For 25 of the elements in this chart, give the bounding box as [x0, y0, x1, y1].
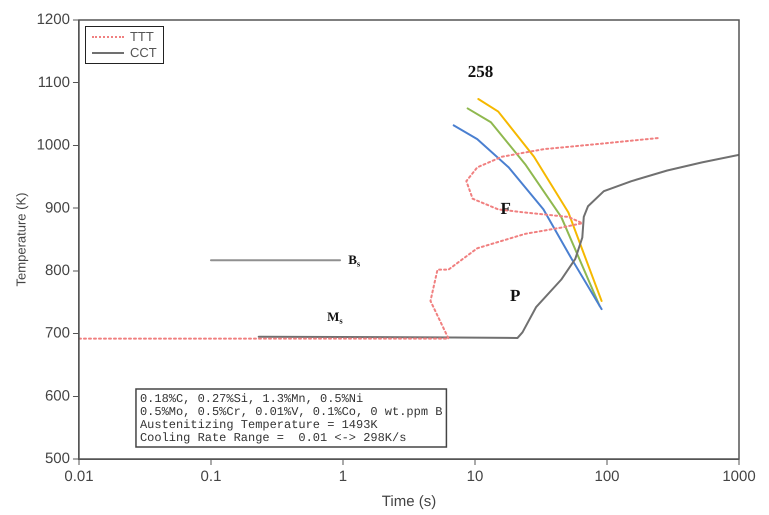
annotation: Austenitizing Temperature = 1493K — [140, 418, 378, 432]
annotation: Cooling Rate Range = 0.01 <-> 298K/s — [140, 431, 406, 446]
x-tick-label: 10 — [466, 468, 484, 486]
annotation: 0.5%Mo, 0.5%Cr, 0.01%V, 0.1%Co, 0 wt.ppm B — [140, 405, 442, 420]
annotation: 258 — [468, 62, 494, 82]
y-tick-label: 1200 — [36, 11, 70, 28]
annotation: F — [500, 198, 511, 218]
annotation: 0.18%C, 0.27%Si, 1.3%Mn, 0.5%Ni — [140, 392, 364, 406]
y-axis-title: Temperature (K) — [13, 192, 28, 286]
x-tick-label: 1 — [338, 468, 348, 486]
legend-label: TTT — [130, 29, 154, 45]
annotation: P — [510, 286, 520, 305]
x-tick-label: 0.1 — [200, 468, 222, 486]
y-tick-label: 800 — [44, 262, 70, 279]
y-tick-label: 1000 — [36, 136, 70, 154]
legend-label: CCT — [130, 45, 157, 61]
y-tick-label: 900 — [44, 199, 70, 216]
x-tick-label: 0.01 — [64, 468, 94, 486]
y-tick-label: 700 — [44, 324, 70, 342]
y-tick-label: 500 — [44, 450, 70, 468]
y-tick-label: 1100 — [38, 74, 70, 91]
x-axis-title: Time (s) — [382, 493, 436, 510]
x-tick-label: 100 — [594, 468, 620, 486]
y-tick-label: 600 — [44, 387, 70, 404]
x-tick-label: 1000 — [722, 468, 756, 486]
